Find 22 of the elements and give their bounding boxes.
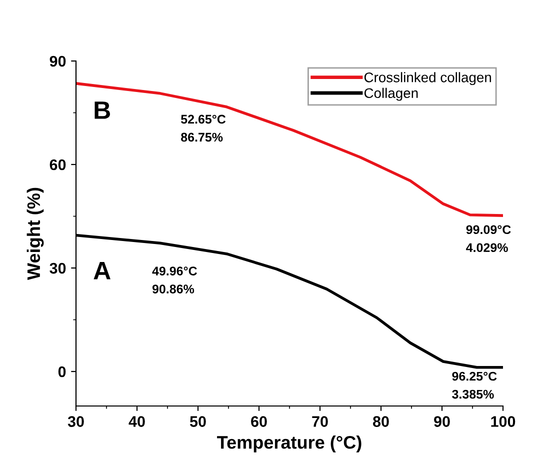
x-tick-label: 90 — [434, 416, 450, 427]
x-axis-title: Temperature (°C) — [217, 436, 362, 452]
annotation: 52.65°C 86.75% — [181, 114, 226, 142]
legend-label: Crosslinked collagen — [364, 72, 491, 86]
annotation: 96.25°C 3.385% — [452, 372, 497, 399]
x-tick-label: 80 — [372, 416, 389, 427]
annotation: 49.96°C 90.86% — [152, 266, 197, 294]
y-tick-label: 30 — [50, 262, 66, 274]
x-tick-label: 70 — [312, 416, 328, 427]
x-tick-label: 60 — [251, 416, 267, 427]
annotation: 99.09°C 4.029% — [466, 225, 511, 252]
y-tick-label: 60 — [50, 159, 66, 170]
y-axis-title: Weight (%) — [26, 188, 44, 280]
x-tick-label: 30 — [68, 416, 84, 427]
x-tick-label: 40 — [128, 416, 145, 427]
x-tick-label: 100 — [491, 416, 516, 427]
legend-label: Collagen — [364, 88, 418, 101]
x-tick-label: 50 — [190, 416, 206, 427]
y-tick-label: 0 — [58, 366, 66, 378]
annotation: B — [94, 102, 110, 119]
annotation: A — [94, 262, 110, 280]
y-tick-label: 90 — [50, 56, 66, 67]
